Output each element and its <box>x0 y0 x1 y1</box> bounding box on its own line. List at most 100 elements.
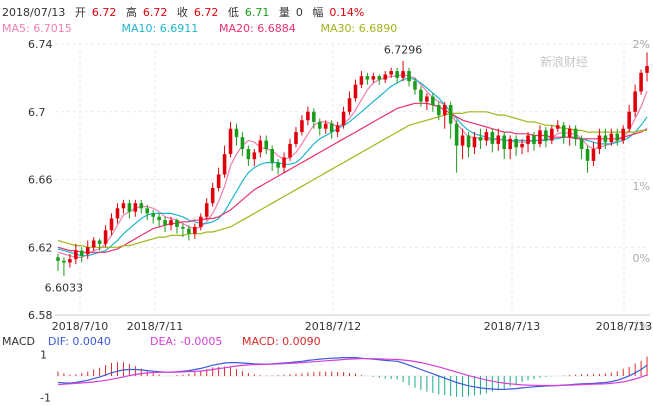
close-value: 6.72 <box>193 6 219 19</box>
candle <box>425 93 429 111</box>
open-label: 开 <box>74 6 86 19</box>
candle <box>139 199 144 214</box>
candle <box>228 121 233 158</box>
candle <box>294 126 298 148</box>
candle <box>335 121 340 138</box>
candle <box>145 204 150 221</box>
candle <box>555 120 560 133</box>
candle <box>169 216 173 231</box>
candle <box>526 132 530 153</box>
candle <box>561 121 566 144</box>
candle <box>514 135 518 156</box>
macd-value-legend: MACD: 0.0090 <box>242 335 321 348</box>
candle <box>193 223 197 239</box>
candle <box>567 125 572 146</box>
candle <box>484 128 489 146</box>
candle <box>264 135 269 155</box>
candle <box>502 132 507 160</box>
candle <box>210 182 215 207</box>
candle <box>633 84 637 117</box>
candle <box>413 77 417 95</box>
x-tick-label: 2018/7/11 <box>127 320 183 333</box>
candle <box>157 213 161 227</box>
quote-date: 2018/07/13 <box>2 6 66 19</box>
candle <box>431 93 435 112</box>
candle <box>222 145 227 178</box>
high-value: 6.72 <box>142 6 168 19</box>
candle <box>383 71 388 83</box>
candle <box>276 159 280 175</box>
ma-line-ma5 <box>57 73 648 258</box>
volume-label: 量 <box>278 6 290 19</box>
high-label: 高 <box>125 6 137 19</box>
price-annotation: 6.6033 <box>45 282 84 295</box>
candle <box>579 135 584 160</box>
macd-legend: MACD DIF: 0.0040 DEA: -0.0005 MACD: 0.00… <box>2 335 321 348</box>
candle <box>353 79 358 102</box>
change-label: 幅 <box>312 6 324 19</box>
candle <box>240 132 245 156</box>
y-axis-labels: 6.74 6.7 6.66 6.62 6.58 <box>28 38 53 322</box>
candle <box>401 60 405 82</box>
candle <box>407 67 411 87</box>
candle <box>323 120 328 134</box>
ma-line-ma20 <box>57 102 648 253</box>
candle <box>341 106 346 129</box>
candle <box>359 71 364 89</box>
annotations: 6.7296 6.6033 <box>45 44 423 295</box>
candle <box>252 149 257 166</box>
candle <box>163 216 167 233</box>
y-tick-label: 6.7 <box>28 106 46 119</box>
y-right-tick-label: -1% <box>629 320 650 333</box>
candle <box>448 101 453 139</box>
low-label: 低 <box>227 6 239 19</box>
candle <box>317 118 322 136</box>
candle <box>466 132 471 158</box>
ma30-legend: MA30: 6.6890 <box>320 22 398 35</box>
candle <box>103 225 108 248</box>
y-right-tick-label: 2% <box>633 38 650 51</box>
candle <box>609 128 614 146</box>
candle <box>133 199 138 217</box>
candle <box>85 240 90 260</box>
y-tick-label: 6.58 <box>28 309 53 322</box>
macd-panel: 1 -1 <box>40 348 650 405</box>
candle <box>454 120 459 173</box>
candle <box>419 86 423 107</box>
candle <box>490 128 495 153</box>
candle <box>347 91 352 116</box>
candle <box>472 132 477 155</box>
candle <box>246 145 251 166</box>
x-tick-label: 2018/7/13 <box>484 320 540 333</box>
candle <box>377 74 382 85</box>
y-axis-right-labels: 2% 1% 0% -1% <box>629 38 650 333</box>
candle <box>198 213 203 231</box>
y-right-tick-label: 1% <box>633 180 650 193</box>
candle <box>478 128 483 150</box>
candle <box>627 104 631 133</box>
candle <box>127 199 132 219</box>
candle <box>204 198 209 221</box>
candle <box>615 128 620 146</box>
candle <box>621 125 626 144</box>
candle <box>329 120 334 139</box>
candle <box>68 254 72 268</box>
open-value: 6.72 <box>91 6 117 19</box>
candle <box>216 167 221 192</box>
candle <box>442 101 447 129</box>
macd-y-tick-label: 1 <box>40 348 47 361</box>
macd-y-tick-label: -1 <box>40 392 51 405</box>
candle <box>181 223 185 238</box>
x-tick-label: 2018/7/12 <box>305 320 361 333</box>
candle <box>115 203 120 224</box>
close-label: 收 <box>176 6 188 19</box>
y-tick-label: 6.66 <box>28 174 53 187</box>
low-value: 6.71 <box>244 6 270 19</box>
candle <box>234 123 239 146</box>
candle <box>97 238 102 251</box>
candle <box>300 115 304 136</box>
candle <box>603 128 608 150</box>
candle <box>151 209 155 224</box>
dea-legend: DEA: -0.0005 <box>150 335 222 348</box>
